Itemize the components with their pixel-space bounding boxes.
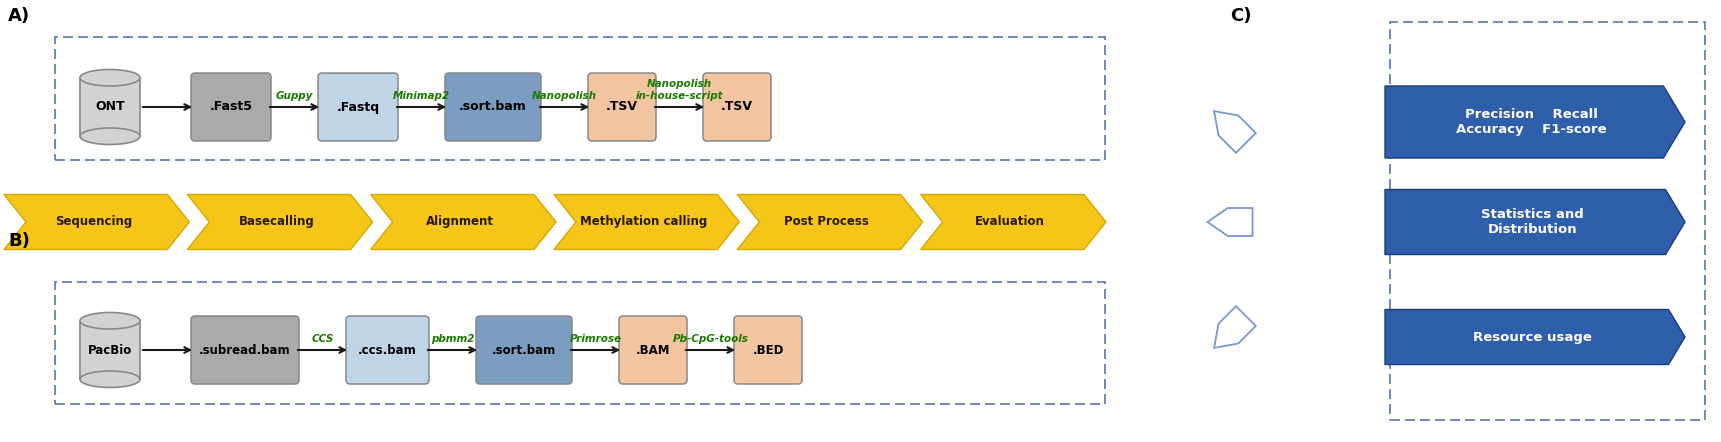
Text: Evaluation: Evaluation bbox=[976, 216, 1045, 229]
Text: Nanopolish
in-house-script: Nanopolish in-house-script bbox=[635, 80, 723, 101]
Text: .TSV: .TSV bbox=[606, 100, 638, 114]
Polygon shape bbox=[79, 78, 139, 136]
Polygon shape bbox=[1385, 190, 1685, 255]
Text: Sequencing: Sequencing bbox=[55, 216, 133, 229]
Ellipse shape bbox=[79, 128, 139, 145]
Text: .sort.bam: .sort.bam bbox=[460, 100, 527, 114]
FancyBboxPatch shape bbox=[191, 316, 299, 384]
Text: pbmm2: pbmm2 bbox=[430, 334, 475, 344]
Text: Statistics and
Distribution: Statistics and Distribution bbox=[1480, 208, 1583, 236]
Text: .sort.bam: .sort.bam bbox=[492, 343, 556, 357]
Text: Basecalling: Basecalling bbox=[239, 216, 315, 229]
FancyBboxPatch shape bbox=[477, 316, 571, 384]
Text: Precision    Recall
Accuracy    F1-score: Precision Recall Accuracy F1-score bbox=[1456, 108, 1607, 136]
Polygon shape bbox=[1213, 306, 1256, 348]
Text: Post Process: Post Process bbox=[785, 216, 869, 229]
Text: ONT: ONT bbox=[95, 100, 126, 114]
Ellipse shape bbox=[79, 371, 139, 388]
Text: .BED: .BED bbox=[752, 343, 783, 357]
Ellipse shape bbox=[79, 69, 139, 86]
Polygon shape bbox=[1385, 309, 1685, 365]
FancyBboxPatch shape bbox=[733, 316, 802, 384]
Text: .ccs.bam: .ccs.bam bbox=[358, 343, 416, 357]
Text: C): C) bbox=[1231, 7, 1251, 25]
Polygon shape bbox=[3, 194, 189, 249]
FancyBboxPatch shape bbox=[191, 73, 270, 141]
Text: .subread.bam: .subread.bam bbox=[200, 343, 291, 357]
Polygon shape bbox=[1213, 111, 1256, 153]
Text: Nanopolish: Nanopolish bbox=[532, 91, 597, 101]
Polygon shape bbox=[921, 194, 1107, 249]
Polygon shape bbox=[737, 194, 922, 249]
Text: Resource usage: Resource usage bbox=[1473, 331, 1592, 343]
FancyBboxPatch shape bbox=[446, 73, 540, 141]
Text: PacBio: PacBio bbox=[88, 343, 133, 357]
Text: Primrose: Primrose bbox=[570, 334, 621, 344]
Text: Minimap2: Minimap2 bbox=[392, 91, 451, 101]
Text: .TSV: .TSV bbox=[721, 100, 754, 114]
Text: Methylation calling: Methylation calling bbox=[580, 216, 707, 229]
Text: Pb-CpG-tools: Pb-CpG-tools bbox=[673, 334, 749, 344]
Polygon shape bbox=[1208, 208, 1253, 236]
Text: CCS: CCS bbox=[312, 334, 334, 344]
Text: .BAM: .BAM bbox=[635, 343, 669, 357]
Text: .Fast5: .Fast5 bbox=[210, 100, 253, 114]
FancyBboxPatch shape bbox=[318, 73, 398, 141]
Text: B): B) bbox=[9, 232, 29, 250]
Polygon shape bbox=[79, 321, 139, 379]
Text: Guppy: Guppy bbox=[275, 91, 313, 101]
FancyBboxPatch shape bbox=[346, 316, 429, 384]
Polygon shape bbox=[554, 194, 740, 249]
Ellipse shape bbox=[79, 312, 139, 329]
Polygon shape bbox=[370, 194, 556, 249]
FancyBboxPatch shape bbox=[620, 316, 687, 384]
Text: A): A) bbox=[9, 7, 31, 25]
Text: .Fastq: .Fastq bbox=[336, 100, 380, 114]
FancyBboxPatch shape bbox=[589, 73, 656, 141]
Polygon shape bbox=[1385, 86, 1685, 158]
Polygon shape bbox=[188, 194, 373, 249]
FancyBboxPatch shape bbox=[702, 73, 771, 141]
Text: Alignment: Alignment bbox=[427, 216, 494, 229]
